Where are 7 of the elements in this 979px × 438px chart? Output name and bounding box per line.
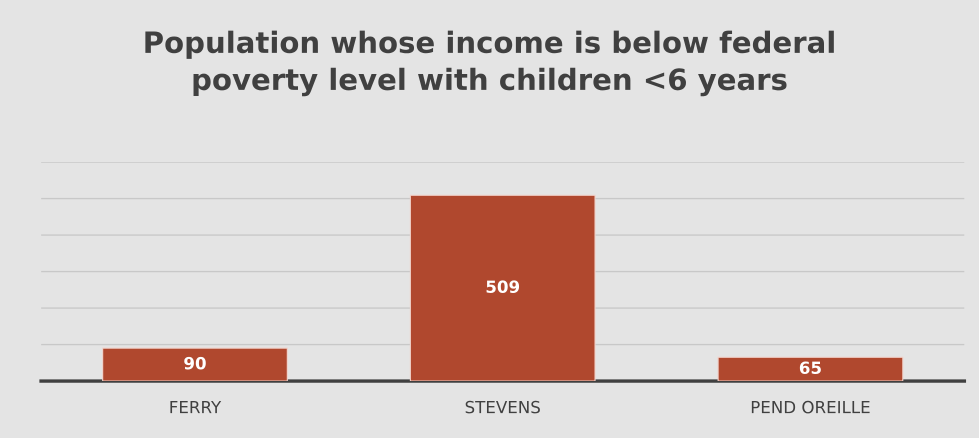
data-label: 65	[800, 361, 821, 374]
x-tick-label: PEND OREILLE	[752, 400, 870, 414]
data-label: 90	[184, 356, 206, 370]
x-tick-label: FERRY	[170, 401, 222, 414]
data-label: 509	[486, 280, 520, 294]
chart-title: Population whose income is below federal poverty level with children <6 years	[145, 30, 834, 96]
x-tick-label: STEVENS	[466, 400, 540, 414]
